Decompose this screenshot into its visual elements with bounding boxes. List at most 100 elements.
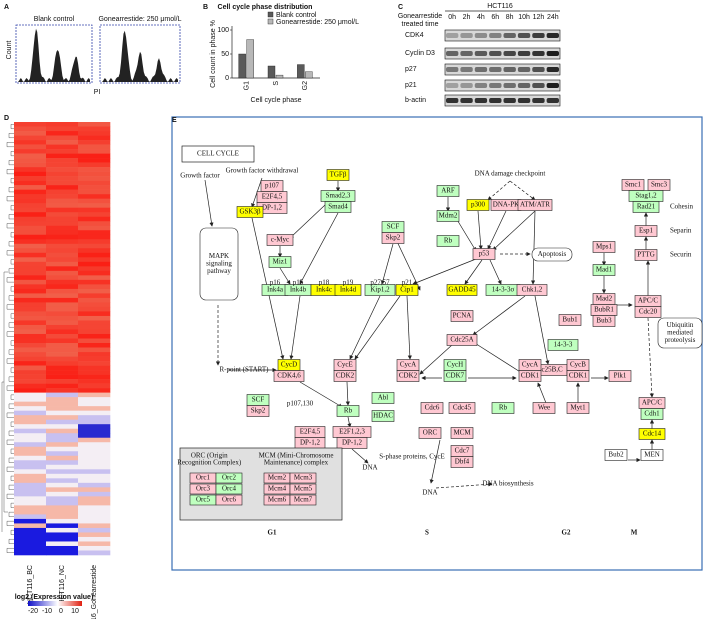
gene-label: CDK2: [399, 372, 418, 380]
heatmap-cell: [14, 473, 47, 479]
gene-label: CycB: [570, 361, 586, 369]
blot-band: [503, 83, 516, 88]
heatmap-cell: [14, 198, 47, 204]
connector: [489, 259, 502, 285]
heatmap-cell: [78, 216, 111, 222]
chart-title: Cell cycle phase distribution: [218, 4, 313, 11]
blot-band: [460, 98, 473, 103]
legend-node: [215, 472, 243, 484]
legend-node: [215, 483, 243, 495]
heatmap-cell: [46, 451, 79, 457]
gene-label: 14-3-3: [554, 341, 573, 349]
blot-band: [446, 51, 459, 56]
legend-swatch: [267, 11, 274, 18]
gene-node: [448, 402, 476, 414]
gene-node: [592, 241, 616, 253]
heatmap-cell: [46, 460, 79, 466]
gene-node: [517, 199, 553, 211]
heatmap-cell: [14, 370, 47, 375]
heatmap-cell: [46, 131, 79, 136]
heatmap-cell: [78, 234, 111, 240]
heatmap-cell: [78, 424, 111, 430]
legend-title: log2 (Expression value): [15, 594, 94, 601]
protein-label: CDK4: [405, 32, 424, 39]
heatmap-cell: [78, 333, 111, 339]
blot-band: [474, 98, 488, 103]
gene-label: PCNA: [453, 312, 472, 320]
heatmap-cell: [78, 487, 111, 493]
heatmap-cell: [14, 252, 47, 258]
blot-strip: [444, 94, 561, 107]
gene-label: Rb: [444, 237, 453, 245]
heatmap-cell: [78, 379, 111, 384]
bar: [246, 39, 254, 79]
gene-label: Smc3: [651, 181, 667, 189]
blot-band: [446, 98, 459, 103]
gene-node: [466, 199, 490, 211]
heatmap-cell: [46, 397, 79, 402]
gene-label: CDK2: [336, 372, 355, 380]
gene-label: DP-1,2: [300, 439, 321, 447]
heatmap-cell: [46, 270, 79, 276]
heatmap-cell: [46, 550, 79, 556]
panel-label: B: [203, 4, 208, 11]
gene-node: [592, 264, 616, 276]
heatmap-cell: [46, 297, 79, 303]
gene-label: E2F1,2,3: [339, 428, 365, 436]
heatmap-cell: [78, 388, 111, 393]
heatmap-cell: [78, 460, 111, 466]
time-label: 10h: [518, 14, 530, 21]
heatmap-cell: [46, 306, 79, 312]
gene-node: [634, 225, 658, 237]
gene-node: [638, 428, 666, 440]
heatmap-cell: [78, 212, 111, 218]
heatmap-cell: [78, 356, 111, 362]
heatmap-cell: [46, 406, 79, 411]
heatmap-cell: [14, 388, 47, 393]
connector: [487, 210, 507, 250]
panel-label: E: [172, 117, 177, 124]
heatmap-cell: [46, 234, 79, 240]
heatmap-cell: [46, 469, 79, 475]
gene-label: BubR1: [594, 306, 614, 314]
gene-node: [532, 402, 556, 414]
gene-label: Bub2: [608, 451, 624, 459]
annotation: Cohesin: [670, 203, 693, 211]
blot-band: [546, 67, 559, 72]
connector: [299, 381, 343, 408]
heatmap-cell: [14, 153, 47, 159]
gene-label: Skp2: [251, 407, 266, 415]
heatmap-cell: [78, 324, 111, 330]
heatmap-cell: [46, 162, 79, 168]
heatmap-cell: [14, 410, 47, 416]
legend-node-label: Mcm4: [268, 485, 287, 493]
heatmap-cell: [14, 428, 47, 434]
heatmap-cell: [14, 496, 47, 502]
gene-label: ARF: [441, 187, 455, 195]
gene-node: [336, 437, 368, 449]
heatmap-cell: [78, 135, 111, 141]
pathway-box-label: proteolysis: [665, 336, 696, 344]
gene-label: PTTG: [637, 251, 655, 259]
heatmap-cell: [78, 225, 111, 231]
heatmap-cell: [78, 288, 111, 294]
gene-label: Bub1: [562, 316, 578, 324]
heatmap-cell: [14, 275, 47, 281]
heatmap-cell: [14, 352, 47, 357]
blot-band: [532, 33, 545, 38]
connector: [455, 217, 477, 252]
heatmap-cell: [46, 324, 79, 330]
heatmap-cell: [14, 194, 47, 199]
heatmap-cell: [78, 167, 111, 172]
heatmap-cell: [46, 455, 79, 461]
gene-label: Skp2: [386, 234, 401, 242]
heatmap-cell: [14, 306, 47, 312]
gene-label: TGFβ: [330, 171, 347, 179]
heatmap-cell: [78, 433, 111, 439]
heatmap-cell: [14, 397, 47, 402]
gene-node: [472, 248, 496, 260]
heatmap-cell: [46, 252, 79, 258]
heatmap-cell: [14, 149, 47, 154]
heatmap-cell: [78, 131, 111, 136]
